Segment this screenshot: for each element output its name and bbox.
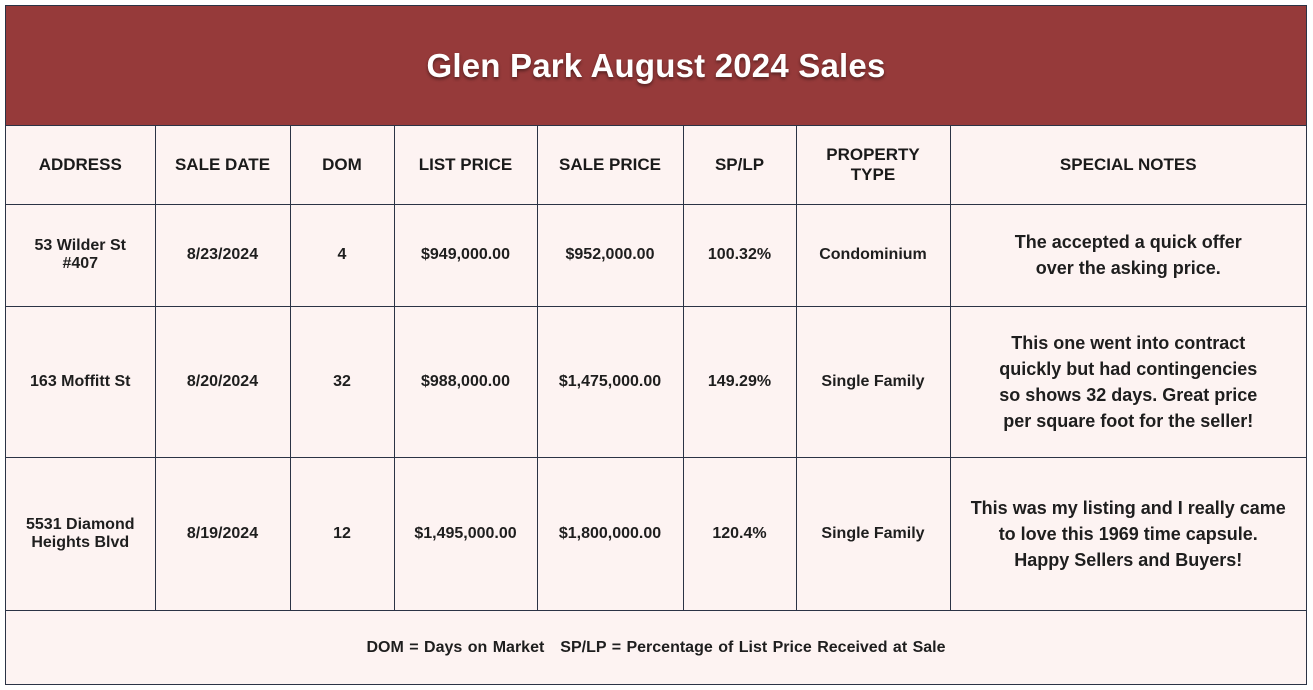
header-special-notes: SPECIAL NOTES (949, 126, 1306, 205)
list-price-cell: $949,000.00 (393, 203, 538, 307)
table-row: 5531 Diamond Heights Blvd 8/19/2024 12 $… (6, 456, 1306, 611)
header-property-type: PROPERTY TYPE (795, 126, 951, 205)
note-line: The accepted a quick offer (1014, 232, 1242, 252)
header-sale-price: SALE PRICE (536, 126, 684, 205)
sales-report: Glen Park August 2024 Sales ADDRESS SALE… (5, 5, 1307, 685)
sp-lp-legend: SP/LP = Percentage of List Price Receive… (560, 639, 946, 656)
sale-date-cell: 8/19/2024 (154, 456, 291, 611)
special-notes-cell: This was my listing and I really came to… (949, 456, 1306, 611)
list-price-cell: $988,000.00 (393, 305, 538, 458)
sale-price-cell: $1,800,000.00 (536, 456, 684, 611)
special-notes-cell: The accepted a quick offer over the aski… (949, 203, 1306, 307)
header-dom: DOM (289, 126, 395, 205)
table-row: 53 Wilder St #407 8/23/2024 4 $949,000.0… (6, 203, 1306, 307)
sale-date-cell: 8/23/2024 (154, 203, 291, 307)
address-line: 5531 Diamond (26, 515, 135, 533)
address-cell: 163 Moffitt St (6, 305, 156, 458)
note-line: Happy Sellers and Buyers! (1014, 549, 1243, 570)
note-line: so shows 32 days. Great price (999, 384, 1258, 405)
title-banner: Glen Park August 2024 Sales (6, 6, 1306, 126)
special-notes-cell: This one went into contract quickly but … (949, 305, 1306, 458)
note-line: This one went into contract (1011, 332, 1246, 353)
address-line: #407 (62, 255, 99, 272)
table-row: 163 Moffitt St 8/20/2024 32 $988,000.00 … (6, 305, 1306, 458)
header-sale-date: SALE DATE (154, 126, 291, 205)
sales-table: ADDRESS SALE DATE DOM LIST PRICE SALE PR… (6, 126, 1306, 611)
address-line: Heights Blvd (31, 533, 130, 551)
note-line: per square foot for the seller! (1003, 410, 1254, 431)
property-type-cell: Condominium (795, 203, 951, 307)
address-cell: 53 Wilder St #407 (6, 203, 156, 307)
note-line: over the asking price. (1035, 258, 1221, 278)
legend-footer: DOM = Days on Market SP/LP = Percentage … (6, 611, 1306, 686)
sale-date-cell: 8/20/2024 (154, 305, 291, 458)
sp-lp-cell: 149.29% (682, 305, 797, 458)
note-line: quickly but had contingencies (999, 358, 1258, 379)
property-type-cell: Single Family (795, 305, 951, 458)
list-price-cell: $1,495,000.00 (393, 456, 538, 611)
sale-price-cell: $1,475,000.00 (536, 305, 684, 458)
address-line: 163 Moffitt St (30, 372, 131, 390)
header-sp-lp: SP/LP (682, 126, 797, 205)
dom-cell: 12 (289, 456, 395, 611)
address-cell: 5531 Diamond Heights Blvd (6, 456, 156, 611)
sp-lp-cell: 120.4% (682, 456, 797, 611)
dom-cell: 32 (289, 305, 395, 458)
property-type-cell: Single Family (795, 456, 951, 611)
note-line: This was my listing and I really came (970, 497, 1286, 518)
note-line: to love this 1969 time capsule. (998, 523, 1258, 544)
sp-lp-cell: 100.32% (682, 203, 797, 307)
table-header-row: ADDRESS SALE DATE DOM LIST PRICE SALE PR… (6, 126, 1306, 205)
dom-cell: 4 (289, 203, 395, 307)
sale-price-cell: $952,000.00 (536, 203, 684, 307)
header-list-price: LIST PRICE (393, 126, 538, 205)
dom-legend: DOM = Days on Market (366, 639, 545, 656)
page-title: Glen Park August 2024 Sales (426, 46, 886, 84)
header-address: ADDRESS (6, 126, 156, 205)
address-line: 53 Wilder St (34, 237, 126, 254)
